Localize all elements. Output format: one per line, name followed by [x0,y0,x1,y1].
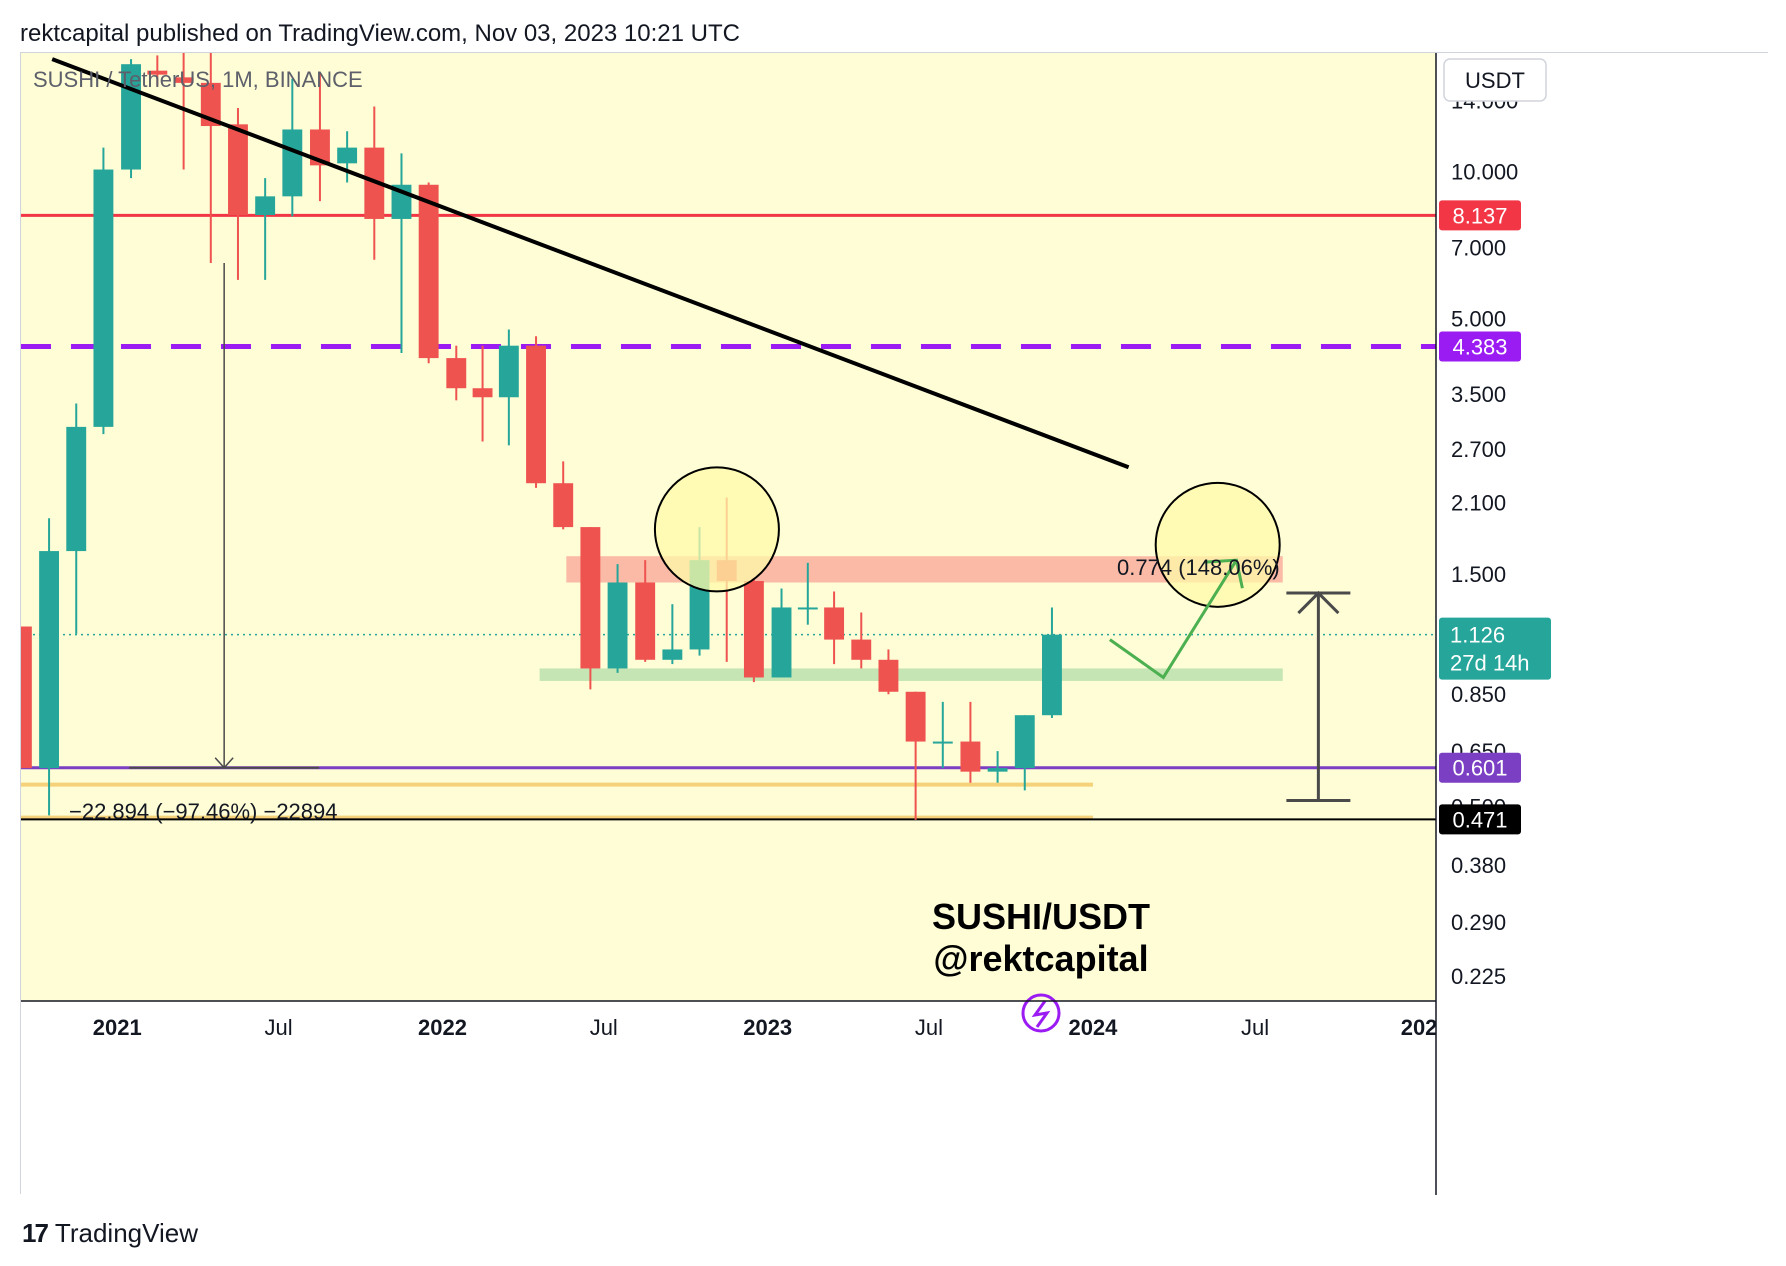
candle-body [580,527,601,669]
y-tick-label: 1.500 [1451,562,1506,587]
candle-body [607,582,628,669]
candle-body [771,607,792,678]
candle-body [526,345,546,484]
y-tick-label: 0.380 [1451,853,1506,878]
candle-body [228,124,248,216]
candle-body [337,147,358,164]
candle-body [1014,715,1035,769]
sushi-usdt-monthly-chart[interactable]: 0.774 (148.06%) −22.894 (−97.46%) −22894 S… [21,53,1769,1195]
price-label-badge [1439,200,1521,231]
tradingview-logo-icon: 17 [22,1218,49,1248]
candle-body [1042,634,1062,716]
candle-body [310,129,330,166]
candle-body [932,741,953,744]
support-zone [539,668,1283,681]
measure-up-arrowhead [1297,590,1340,615]
y-tick-label: 0.225 [1451,964,1506,989]
x-tick-label: 2023 [743,1015,792,1040]
measure-down-label: −22.894 (−97.46%) −22894 [69,799,338,824]
candle-body [743,581,764,678]
y-tick-label: 0.290 [1451,910,1506,935]
candle-body [797,607,818,610]
symbol-label: SUSHI / TetherUS, 1M, BINANCE [33,67,363,92]
candle-body [878,659,899,692]
candle-body [553,483,574,528]
candle-body [851,639,872,660]
y-tick-label: 2.700 [1451,437,1506,462]
candle-body [498,345,519,398]
countdown-text: 27d 14h [1450,651,1530,676]
last-price-badge [1439,617,1551,680]
last-price-text: 1.126 [1450,623,1505,648]
x-tick-label: Jul [915,1015,943,1040]
x-tick-label: Jul [1241,1015,1269,1040]
y-tick-label: 2.100 [1451,491,1506,516]
y-tick-label: 10.000 [1451,160,1518,185]
candle-body [960,741,981,772]
candle-body [662,649,683,660]
price-label-badge [1439,752,1521,783]
price-label-text: 8.137 [1452,203,1507,228]
price-label-text: 0.601 [1452,756,1507,781]
candle-body [418,184,439,359]
price-label-text: 0.471 [1452,807,1507,832]
x-tick-label: 2021 [93,1015,142,1040]
descending-trendline [51,57,1130,470]
y-tick-label: 0.850 [1451,682,1506,707]
watermark-handle: @rektcapital [933,938,1148,979]
lightning-bolt-icon [1031,1000,1051,1028]
candle-body [93,169,114,427]
y-tick-label: 5.000 [1451,307,1506,332]
price-label-text: 4.383 [1452,335,1507,360]
currency-button-label: USDT [1465,68,1525,93]
candle-body [635,582,656,660]
time-axis-background [21,1001,1436,1195]
publish-header: rektcapital published on TradingView.com… [20,20,740,47]
measure-up-label: 0.774 (148.06%) [1117,555,1280,580]
candle-body [21,626,32,769]
candle-body [255,196,276,216]
tradingview-brand: TradingView [54,1218,198,1248]
candle-body [282,129,303,197]
chart-container[interactable]: 0.774 (148.06%) −22.894 (−97.46%) −22894 S… [20,52,1769,1195]
lightning-icon [1021,993,1061,1033]
y-tick-label: 7.000 [1451,235,1506,260]
x-tick-label: Jul [264,1015,292,1040]
currency-button[interactable] [1443,58,1547,102]
y-tick-label: 3.500 [1451,382,1506,407]
measure-down-arrowhead [214,757,234,769]
candle-body [987,768,1008,772]
watermark-pair: SUSHI/USDT [932,896,1150,937]
highlight-circle [653,466,780,593]
candle-body [66,426,87,552]
x-tick-label: 2022 [418,1015,467,1040]
candle-body [472,388,493,398]
highlight-circle [1154,481,1281,608]
projection-path [1109,559,1238,680]
candle-body [200,82,221,127]
x-tick-label: Jul [590,1015,618,1040]
candle-body [446,358,467,389]
tradingview-footer[interactable]: 17 TradingView [22,1218,198,1249]
projection-arrowhead [1204,558,1244,589]
price-label-badge [1439,804,1521,835]
candle-body [147,70,168,75]
x-tick-label: 2024 [1068,1015,1118,1040]
x-tick-label: 202 [1401,1015,1438,1040]
candle-body [173,77,194,83]
candle-body [39,551,60,769]
candle-body [824,607,845,640]
candle-body [905,691,926,742]
price-label-badge [1439,331,1521,362]
